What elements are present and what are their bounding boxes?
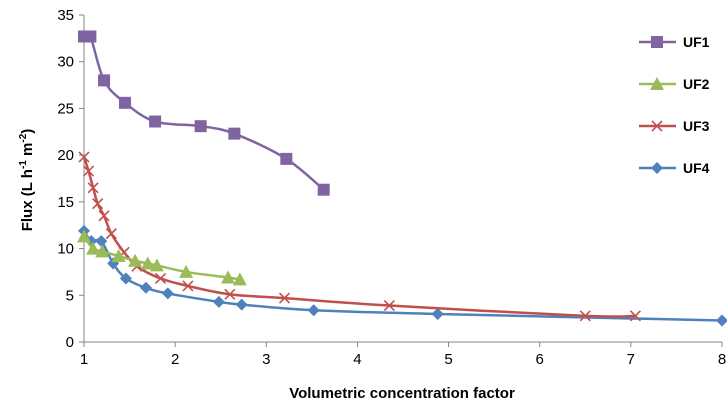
data-point-uf4 bbox=[212, 295, 225, 308]
data-point-uf2 bbox=[128, 253, 143, 267]
data-point-uf1 bbox=[98, 74, 111, 87]
data-point-uf2 bbox=[221, 270, 236, 284]
x-tick-label: 4 bbox=[353, 351, 361, 368]
data-point-uf4 bbox=[431, 307, 444, 320]
legend-label: UF4 bbox=[683, 160, 710, 176]
series-uf2 bbox=[77, 229, 247, 286]
data-point-uf4 bbox=[119, 272, 132, 285]
data-point-uf1 bbox=[119, 96, 132, 109]
legend: UF1 UF2 UF3 UF4 bbox=[639, 34, 710, 176]
y-tick-label: 30 bbox=[57, 54, 74, 71]
series-line-uf3 bbox=[82, 156, 636, 318]
data-point-uf4 bbox=[716, 314, 727, 327]
data-point-uf2 bbox=[232, 272, 247, 286]
x-tick-label: 7 bbox=[627, 351, 635, 368]
data-point-uf2 bbox=[86, 241, 101, 255]
data-point-uf3 bbox=[98, 210, 110, 222]
data-point-uf4 bbox=[235, 298, 248, 311]
y-tick-label: 10 bbox=[57, 241, 74, 258]
legend-item-uf1: UF1 bbox=[639, 34, 710, 50]
series-uf3 bbox=[78, 151, 641, 322]
axes: 0 5 10 15 20 25 30 35 1 2 3 4 5 6 7 8 bbox=[57, 7, 726, 368]
legend-label: UF3 bbox=[683, 118, 710, 134]
data-point-uf1 bbox=[280, 152, 293, 165]
data-point-uf3 bbox=[629, 310, 641, 322]
y-tick-label: 35 bbox=[57, 7, 74, 24]
data-point-uf3 bbox=[579, 310, 591, 322]
data-point-uf2 bbox=[149, 258, 164, 272]
data-point-uf2 bbox=[111, 249, 126, 263]
y-tick-label: 25 bbox=[57, 100, 74, 117]
legend-label: UF2 bbox=[683, 76, 710, 92]
data-point-uf3 bbox=[87, 182, 99, 194]
y-tick-label: 5 bbox=[66, 287, 74, 304]
data-point-uf3 bbox=[182, 280, 194, 292]
series-layer bbox=[77, 30, 727, 327]
x-tick-label: 8 bbox=[718, 351, 726, 368]
data-point-uf3 bbox=[82, 165, 95, 177]
legend-marker bbox=[651, 162, 663, 174]
legend-marker bbox=[651, 36, 663, 48]
series-uf4 bbox=[78, 224, 727, 327]
legend-label: UF1 bbox=[683, 34, 710, 50]
x-axis-title: Volumetric concentration factor bbox=[289, 385, 515, 402]
series-line-uf2 bbox=[82, 235, 241, 281]
x-tick-label: 5 bbox=[444, 351, 452, 368]
data-point-uf1 bbox=[84, 30, 97, 43]
data-point-uf4 bbox=[95, 235, 108, 248]
legend-marker bbox=[650, 77, 664, 90]
x-tick-label: 6 bbox=[536, 351, 544, 368]
y-tick-label: 20 bbox=[57, 147, 74, 164]
y-tick-label: 15 bbox=[57, 194, 74, 211]
legend-marker bbox=[651, 120, 663, 132]
data-point-uf2 bbox=[95, 244, 110, 258]
x-tick-label: 2 bbox=[171, 351, 179, 368]
y-tick-label: 0 bbox=[66, 334, 74, 351]
data-point-uf4 bbox=[139, 281, 152, 294]
data-point-uf1 bbox=[317, 183, 330, 196]
data-point-uf2 bbox=[77, 229, 91, 243]
legend-item-uf3: UF3 bbox=[639, 118, 710, 134]
data-point-uf2 bbox=[140, 256, 155, 270]
data-point-uf3 bbox=[278, 292, 291, 304]
x-tick-label: 3 bbox=[262, 351, 270, 368]
data-point-uf1 bbox=[228, 127, 241, 140]
data-point-uf3 bbox=[92, 198, 104, 210]
series-uf1 bbox=[78, 30, 330, 196]
data-point-uf1 bbox=[149, 115, 162, 128]
data-point-uf2 bbox=[179, 264, 194, 278]
x-tick-label: 1 bbox=[80, 351, 88, 368]
series-line-uf1 bbox=[83, 32, 325, 191]
data-point-uf3 bbox=[78, 151, 90, 163]
data-point-uf4 bbox=[161, 287, 174, 300]
data-point-uf3 bbox=[105, 228, 117, 240]
data-point-uf3 bbox=[383, 299, 395, 312]
legend-item-uf4: UF4 bbox=[639, 160, 710, 176]
legend-item-uf2: UF2 bbox=[639, 76, 710, 92]
data-point-uf3 bbox=[224, 288, 236, 300]
data-point-uf4 bbox=[307, 304, 320, 317]
data-point-uf3 bbox=[154, 272, 167, 285]
y-axis-title: Flux (L h-1 m-2) bbox=[18, 129, 36, 232]
data-point-uf1 bbox=[194, 120, 207, 133]
